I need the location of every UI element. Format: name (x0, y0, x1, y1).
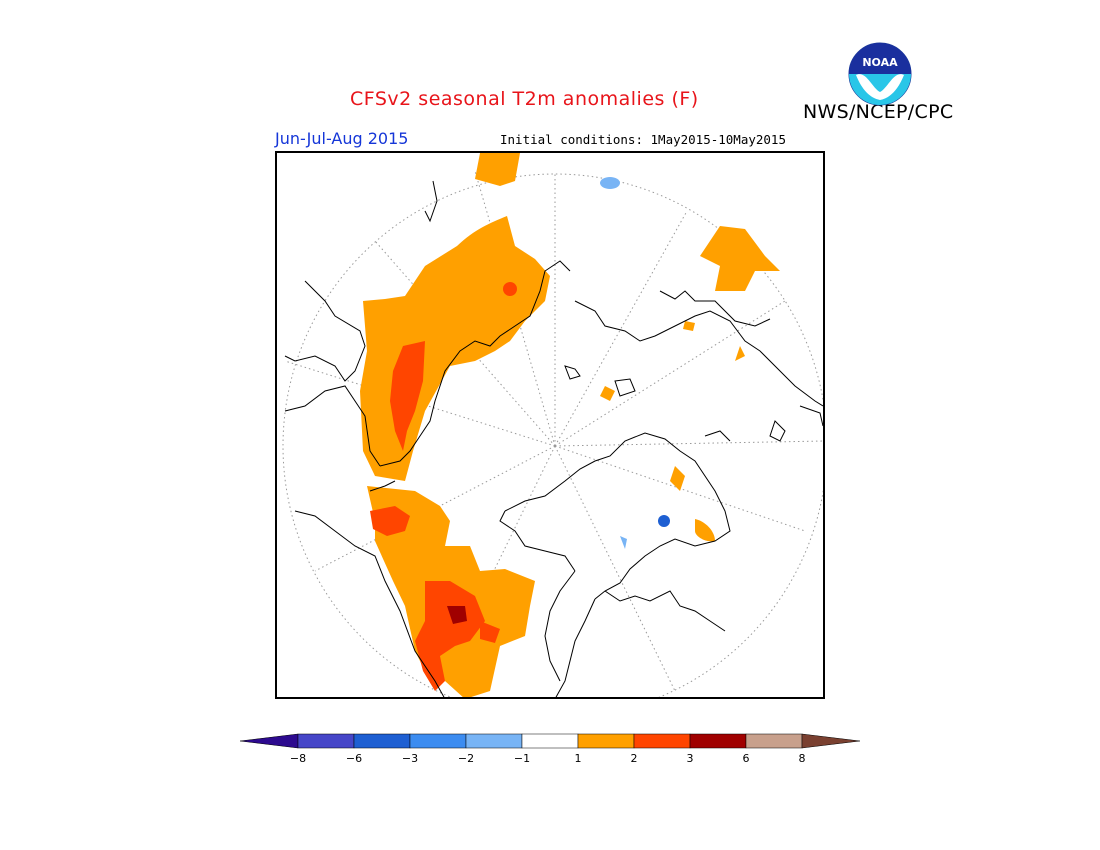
colorbar-swatch-minus-6-to-minus-3 (353, 733, 411, 749)
colorbar-tick: 2 (630, 752, 638, 765)
anomaly-2-3-regions (370, 282, 517, 691)
colorbar (240, 733, 860, 749)
colorbar-tick: 1 (574, 752, 582, 765)
colorbar-swatch-minus-3-to-minus-2 (409, 733, 467, 749)
colorbar-tick: 6 (742, 752, 750, 765)
polar-map (275, 151, 825, 699)
colorbar-tick: 8 (798, 752, 806, 765)
colorbar-tick: −8 (289, 752, 307, 765)
colorbar-swatch-minus-8-to-minus-6 (297, 733, 355, 749)
season-label: Jun-Jul-Aug 2015 (275, 129, 409, 148)
colorbar-tick: 3 (686, 752, 694, 765)
colorbar-tick: −6 (345, 752, 363, 765)
colorbar-swatch-above-8 (801, 733, 860, 749)
colorbar-swatch-minus-1-to-1 (521, 733, 579, 749)
coastlines (284, 180, 823, 697)
colorbar-swatch-below-minus-8 (240, 733, 299, 749)
colorbar-swatch-6-to-8 (745, 733, 803, 749)
noaa-logo: NOAA (848, 42, 912, 106)
colorbar-swatch-2-to-3 (633, 733, 691, 749)
chart-title: CFSv2 seasonal T2m anomalies (F) (350, 88, 699, 110)
anomaly-cool-regions (600, 177, 670, 549)
organization-label: NWS/NCEP/CPC (803, 101, 954, 123)
colorbar-swatch-3-to-6 (689, 733, 747, 749)
colorbar-swatch-1-to-2 (577, 733, 635, 749)
colorbar-tick: −3 (401, 752, 419, 765)
colorbar-swatch-minus-2-to-minus-1 (465, 733, 523, 749)
noaa-logo-text: NOAA (862, 56, 898, 69)
colorbar-tick: −2 (457, 752, 475, 765)
anomaly-3-6-regions (447, 606, 467, 624)
colorbar-tick: −1 (513, 752, 531, 765)
initial-conditions-label: Initial conditions: 1May2015-10May2015 (500, 132, 786, 147)
